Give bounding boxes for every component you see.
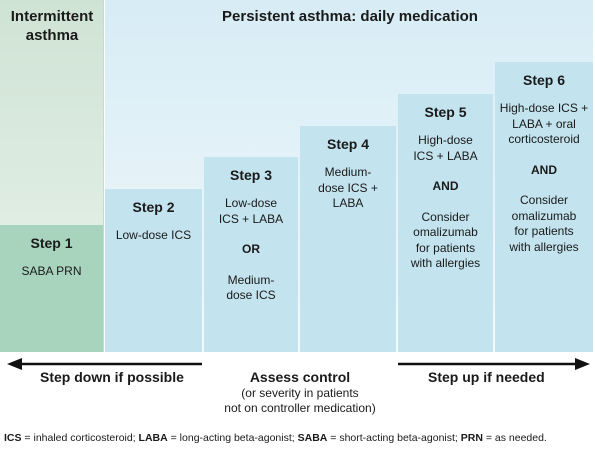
step-down-label: Step down if possible: [40, 369, 184, 385]
step-arrows: [7, 358, 590, 370]
step-4-title: Step 4: [326, 136, 369, 152]
step-5-title: Step 5: [424, 104, 467, 120]
step-3-box: Step 3 Low-dose ICS + LABA OR Medium-dos…: [204, 157, 298, 352]
step-up-label: Step up if needed: [428, 369, 545, 385]
step-6-box: Step 6 High-dose ICS + LABA + oral corti…: [495, 62, 593, 352]
left-arrowhead-icon: [7, 358, 22, 370]
laba-abbr: LABA: [138, 432, 168, 444]
step-6-text-a: High-dose ICS + LABA + oral corticostero…: [499, 101, 589, 146]
intermittent-header: Intermittent asthma: [10, 8, 94, 44]
step-1-text: SABA PRN: [21, 264, 82, 278]
step-5-and: AND: [432, 179, 459, 193]
step-5-box: Step 5 High-dose ICS + LABA AND Consider…: [398, 94, 493, 352]
step-3-title: Step 3: [229, 167, 272, 183]
assess-sub-2: not on controller medication): [224, 401, 376, 415]
step-6-title: Step 6: [522, 72, 565, 88]
step-3-text-a: Low-dose ICS + LABA: [218, 196, 284, 226]
step-4-box: Step 4 Medium-dose ICS + LABA: [300, 126, 396, 352]
saba-def: = short-acting beta-agonist;: [327, 432, 461, 444]
assess-sub-1: (or severity in patients: [241, 386, 359, 400]
persistent-header: Persistent asthma: daily medication: [222, 8, 478, 25]
step-5-text-b: Consider omalizumab for patients with al…: [410, 209, 481, 271]
step-6-text-b: Consider omalizumab for patients with al…: [509, 193, 579, 254]
step-1-title: Step 1: [30, 235, 73, 251]
assess-control-label: Assess control: [249, 369, 351, 385]
ics-abbr: ICS: [4, 432, 22, 444]
step-6-and: AND: [531, 162, 557, 177]
step-3-text-b: Medium-dose ICS: [226, 272, 276, 303]
step-2-text: Low-dose ICS: [115, 228, 192, 242]
saba-abbr: SABA: [297, 432, 328, 444]
step-1-box: Step 1 SABA PRN: [0, 225, 103, 352]
prn-abbr: PRN: [460, 432, 483, 444]
abbreviations-footnote: ICS = inhaled corticosteroid; LABA = lon…: [4, 432, 547, 444]
step-2-title: Step 2: [132, 199, 175, 215]
ics-def: = inhaled corticosteroid;: [21, 432, 139, 444]
step-2-box: Step 2 Low-dose ICS: [105, 189, 202, 352]
right-arrowhead-icon: [575, 358, 590, 370]
step-4-text: Medium-dose ICS + LABA: [318, 165, 378, 210]
laba-def: = long-acting beta-agonist;: [167, 432, 298, 444]
step-5-text-a: High-dose ICS + LABA: [413, 133, 478, 163]
prn-def: = as needed.: [482, 432, 547, 444]
step-3-or: OR: [242, 242, 260, 256]
